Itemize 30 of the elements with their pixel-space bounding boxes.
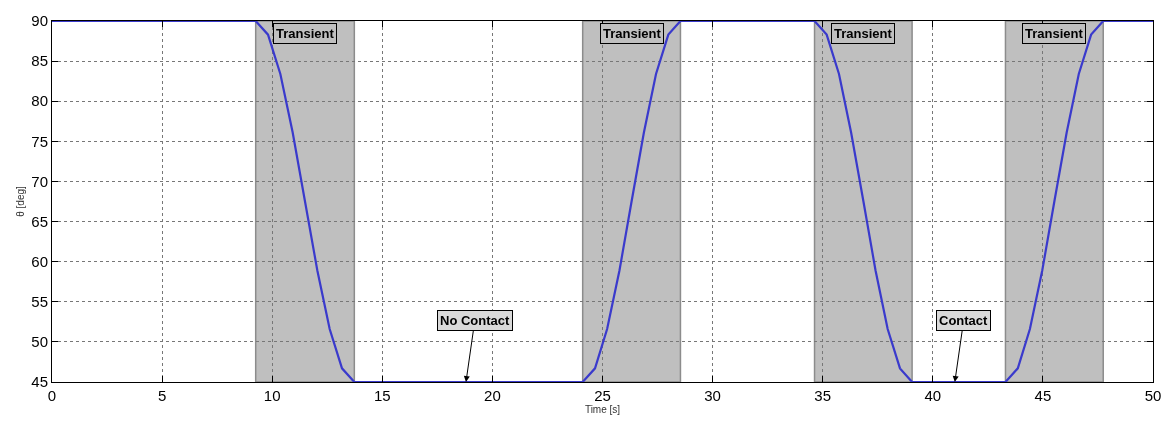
x-tick-label: 25 <box>594 387 611 404</box>
annotation: No Contact <box>440 313 510 328</box>
y-tick-label: 85 <box>31 52 48 70</box>
x-tick-label: 0 <box>47 387 57 404</box>
band-label: Transient <box>603 26 662 41</box>
x-tick-label: 10 <box>263 387 281 404</box>
x-tick-label: 5 <box>157 387 167 404</box>
band-label: Transient <box>834 26 893 41</box>
x-tick-label: 50 <box>1144 387 1162 404</box>
x-tick-label: 30 <box>704 387 721 404</box>
y-tick-label: 60 <box>31 252 48 270</box>
y-tick-label: 55 <box>31 293 48 311</box>
y-axis-title: θ [deg] <box>15 185 27 217</box>
x-tick-label: 40 <box>924 387 942 404</box>
x-tick-label: 15 <box>373 387 391 404</box>
y-tick-label: 65 <box>31 212 48 230</box>
y-tick-label: 50 <box>31 333 48 351</box>
band-label: Transient <box>1025 26 1084 41</box>
y-tick-label: 70 <box>31 172 48 190</box>
x-tick-label: 35 <box>814 387 832 404</box>
annotation: Contact <box>939 313 989 328</box>
x-tick-label: 20 <box>484 387 501 404</box>
y-tick-label: 80 <box>31 92 48 110</box>
y-tick-label: 45 <box>31 373 48 391</box>
line-series <box>52 21 1153 382</box>
x-axis-title: Time [s] <box>584 404 621 415</box>
x-tick-label: 45 <box>1034 387 1052 404</box>
y-tick-label: 75 <box>31 132 48 150</box>
y-tick-label: 90 <box>31 12 48 30</box>
band-label: Transient <box>276 26 335 41</box>
